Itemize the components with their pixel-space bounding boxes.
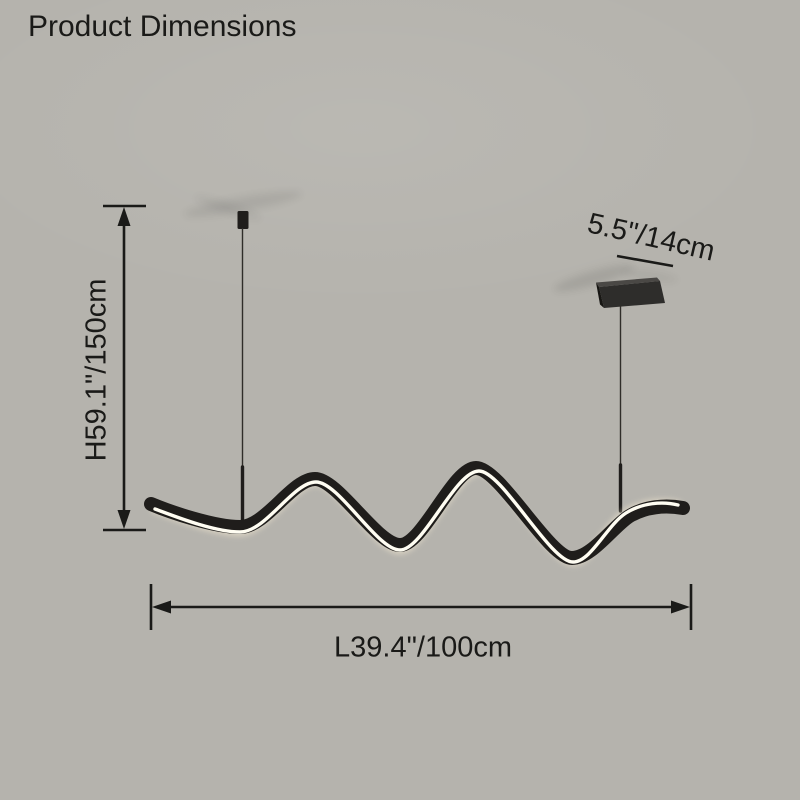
length-dimension-label: L39.4"/100cm: [334, 631, 512, 664]
canopy-side-face: [596, 282, 604, 308]
wave-led-ribbon: [144, 461, 690, 567]
height-dimension-label: H59.1"/150cm: [80, 278, 113, 462]
page-title: Product Dimensions: [28, 10, 297, 43]
ceiling-shadow-left: [183, 191, 303, 217]
ceiling-shadows: [183, 191, 678, 292]
height-dim-arrowhead-down: [117, 510, 131, 529]
left-suspension: [237, 211, 249, 534]
length-dim-arrowhead-left: [152, 600, 171, 614]
led-strip: [153, 469, 680, 564]
ceiling-shadow-right: [553, 264, 635, 292]
canopy-dimension-line: [616, 254, 674, 268]
ceiling-stem-mount: [237, 211, 249, 229]
height-dim-arrowhead-up: [117, 207, 131, 226]
canopy-front-face: [599, 281, 665, 308]
height-dimension-arrow: [103, 204, 146, 532]
canopy-top-face: [596, 277, 660, 287]
right-suspension: [596, 277, 665, 513]
length-dim-arrowhead-right: [671, 600, 690, 614]
ribbon-body: [144, 461, 690, 565]
length-dimension-arrow: [149, 584, 693, 630]
ceiling-shadow-right-2: [622, 269, 678, 283]
